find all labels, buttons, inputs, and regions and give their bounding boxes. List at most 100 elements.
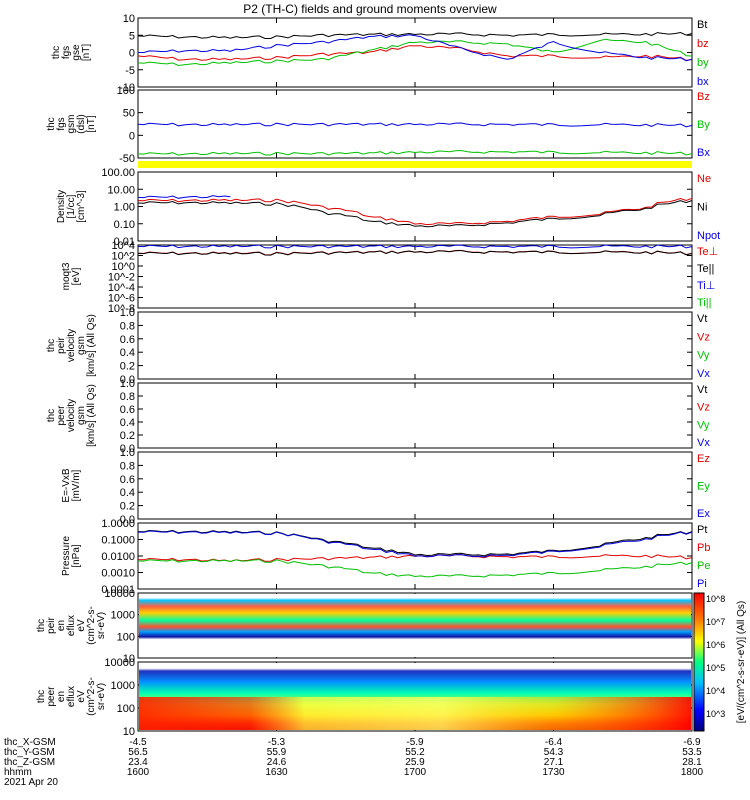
xaxis-row-label: thc_Y-GSM: [4, 747, 55, 758]
legend-entry: Pi: [697, 578, 707, 590]
ylabel-line: Density: [56, 190, 67, 223]
xaxis-value: -5.3: [268, 737, 286, 748]
ytick-label: 100: [117, 631, 135, 643]
ylabel-line: E=-VxB: [61, 468, 72, 503]
ylabel-line: [km/s] (All Qs): [86, 314, 97, 377]
xaxis-value: 1700: [404, 767, 427, 778]
ylabel-line: [1/cc]: [66, 194, 77, 218]
quality-flag-strip: [138, 161, 692, 168]
panel-pressure: 1.0000 0.1000 0.0100 0.0010 0.0001 Pressure[n…: [61, 518, 710, 596]
xaxis-value: 1800: [681, 767, 704, 778]
legend-entry: Pt: [697, 524, 707, 536]
panel-ylabel: thcfgsgse[nT]: [51, 44, 92, 61]
ytick-label: 0.6: [120, 404, 135, 416]
xaxis-value: 54.3: [544, 747, 564, 758]
legend-entry: Ne: [697, 173, 711, 185]
panel-fgs-gsm-dsl: 100 50 0 -50 thcfgsgsm(dsl)[nT] Bz By Bx: [46, 85, 710, 165]
xaxis-value: 56.5: [128, 747, 148, 758]
legend-entry: Vz: [697, 331, 710, 343]
ylabel-line: thc: [46, 409, 57, 422]
panel-peir-spectrogram: 10000 1000 100 10 thcpeirenefluxeV(cm^2-s-sr…: [36, 588, 693, 665]
series-bx: [138, 34, 693, 62]
ylabel-line: eV: [76, 690, 87, 703]
legend-entry: By: [697, 119, 710, 131]
xaxis-row-label: hhmm: [4, 767, 32, 778]
series-bz: [137, 45, 693, 61]
series-Pi: [137, 530, 693, 558]
ytick-label: 0.4: [120, 417, 135, 429]
ytick-label: 1.0: [120, 378, 135, 390]
ytick-label: 10: [123, 726, 135, 738]
panel-ylabel: thcpeirenefluxeV(cm^2-s-sr-eV): [36, 606, 107, 645]
ytick-label: 0: [129, 48, 135, 60]
panel-peer-velocity: 1.00.80.60.40.20.0 thcpeervelocitygsm[km/…: [46, 378, 710, 455]
panel-ylabel: thcpeervelocitygsm[km/s] (All Qs): [46, 384, 97, 447]
ytick-label: 10: [123, 653, 135, 665]
ytick-label: 0.0100: [101, 551, 135, 563]
ylabel-line: thc: [51, 46, 62, 59]
ytick-label: 1.0000: [101, 518, 135, 530]
ylabel-line: velocity: [66, 399, 77, 432]
ytick-label: 10^-6: [108, 293, 135, 305]
legend-entry: Ni: [697, 202, 707, 214]
legend-entry: Bt: [697, 19, 707, 31]
panel-ylabel: E=-VxB[mV/m]: [61, 468, 82, 503]
legend-entry: Vx: [697, 437, 710, 449]
plot-title: P2 (TH-C) fields and ground moments over…: [243, 2, 497, 16]
ylabel-line: gsm: [66, 115, 77, 134]
series-Ti⊥: [137, 244, 693, 249]
series-Pe: [137, 559, 693, 578]
ylabel-line: [nT]: [81, 44, 92, 61]
ylabel-line: [nT]: [86, 115, 97, 132]
ytick-label: 0: [129, 130, 135, 142]
legend-entry: bx: [697, 76, 709, 88]
ylabel-line: en: [56, 620, 67, 631]
ytick-label: 10000: [104, 657, 135, 669]
ytick-label: 5: [129, 30, 135, 42]
series-group-0: [137, 31, 693, 67]
spectrogram-layer: [139, 594, 691, 730]
series-Ni: [137, 200, 693, 228]
xaxis-row-label: thc_X-GSM: [4, 737, 56, 748]
ytick-label: 10.00: [107, 184, 135, 196]
ytick-label: 1.00: [114, 202, 135, 214]
ytick-label: 0.8: [120, 460, 135, 472]
ytick-label: 0.4: [120, 347, 135, 359]
legend-entry: Bz: [697, 91, 710, 103]
panel-ylabel: Density[1/cc][cm^-3]: [56, 190, 87, 223]
ytick-label: 0.0: [120, 443, 135, 455]
series-Pt: [137, 529, 693, 557]
legend-entry: Vt: [697, 313, 707, 325]
ytick-label: 1.0: [120, 307, 135, 319]
ytick-label: 10^-4: [108, 282, 135, 294]
ytick-label: 0.8: [120, 391, 135, 403]
legend-entry: Vx: [697, 368, 710, 380]
ylabel-line: [nPa]: [71, 544, 82, 568]
ytick-label: 0.6: [120, 334, 135, 346]
xaxis-value: 53.5: [682, 747, 702, 758]
ylabel-line: thc: [46, 117, 57, 130]
colorbar-tick: 10^7: [706, 617, 725, 627]
series-Te||: [137, 249, 693, 256]
ylabel-line: Pressure: [61, 536, 72, 576]
ylabel-line: [cm^-3]: [76, 190, 87, 223]
ytick-label: -10: [119, 82, 135, 94]
panel-ylabel: Pressure[nPa]: [61, 536, 82, 576]
ytick-label: 0.1000: [101, 535, 135, 547]
ylabel-line: moqt3: [61, 262, 72, 290]
series-by: [137, 38, 693, 67]
ylabel-line: eflux: [66, 615, 77, 636]
xaxis-row-label: thc_Z-GSM: [4, 757, 55, 768]
ytick-label: 0.01: [114, 236, 135, 248]
legend-entry: Vy: [697, 419, 710, 431]
ytick-label: 0.2: [120, 430, 135, 442]
panel-ylabel: thcfgsgsm(dsl)[nT]: [46, 114, 97, 133]
ylabel-line: [km/s] (All Qs): [86, 384, 97, 447]
colorbar-tick: 10^5: [706, 663, 725, 673]
ytick-label: 1000: [111, 680, 135, 692]
legend-entry: Vt: [697, 384, 707, 396]
legend-entry: Ti||: [697, 297, 711, 309]
series-group-1: [137, 122, 693, 156]
colorbar-gradient: [693, 592, 705, 732]
